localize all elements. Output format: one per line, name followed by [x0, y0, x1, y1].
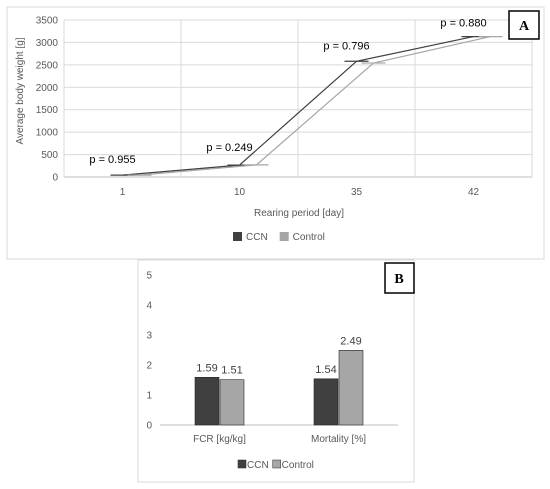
y-tick-label: 5: [146, 271, 152, 282]
data-label: 2.49: [340, 335, 361, 347]
legend-label-control: Control: [293, 232, 325, 243]
x-tick-label: Mortality [%]: [311, 434, 366, 445]
p-value-annotation: p = 0.955: [89, 154, 135, 166]
x-tick-label: 10: [234, 187, 246, 198]
panel-a-x-ticks: 1 10 35 42: [120, 187, 480, 198]
x-tick-label: 35: [351, 187, 363, 198]
panel-b-badge: [384, 262, 415, 294]
bar-ccn: [194, 376, 220, 426]
series-line-ccn: [122, 36, 474, 176]
y-tick-label: 1500: [36, 105, 59, 116]
y-tick-label: 2: [146, 361, 152, 372]
y-tick-label: 0: [52, 173, 58, 184]
y-tick-label: 3000: [36, 38, 59, 49]
panel-a-legend: CCN Control: [233, 232, 325, 243]
x-tick-label: 42: [468, 187, 480, 198]
legend-swatch-ccn: [233, 232, 242, 241]
legend-swatch-control: [272, 459, 281, 469]
x-tick-label: 1: [120, 187, 126, 198]
panel-a-y-ticks: 0 500 1000 1500 2000 2500 3000 3500: [36, 16, 59, 184]
panel-b-bars: 1.59 1.51 1.54 2.49: [194, 335, 364, 426]
panel-b-x-ticks: FCR [kg/kg] Mortality [%]: [193, 434, 366, 445]
y-tick-label: 2500: [36, 60, 59, 71]
legend-label-ccn: CCN: [246, 232, 268, 243]
panel-a-y-axis-label: Average body weight [g]: [15, 37, 26, 144]
data-label: 1.59: [196, 362, 217, 374]
panel-b-frame: [137, 259, 415, 483]
legend-swatch-ccn: [237, 459, 247, 469]
legend-swatch-control: [279, 232, 289, 241]
panel-b-legend: CCN Control: [237, 459, 314, 471]
legend-label-ccn: CCN: [247, 460, 269, 471]
x-tick-label: FCR [kg/kg]: [193, 434, 246, 445]
panel-a-badge-label: A: [519, 19, 530, 34]
series-line-control: [139, 36, 491, 176]
panel-a-annotations: p = 0.955 p = 0.249 p = 0.796 p = 0.880: [89, 18, 486, 167]
y-tick-label: 0: [146, 421, 152, 432]
bar-control: [338, 349, 364, 426]
y-tick-label: 2000: [36, 83, 59, 94]
bar-ccn: [313, 378, 339, 426]
y-tick-label: 4: [146, 301, 152, 312]
panel-a-badge: [508, 10, 540, 40]
y-tick-label: 1: [146, 391, 152, 402]
y-tick-label: 3: [146, 331, 152, 342]
y-tick-label: 1000: [36, 128, 59, 139]
data-label: 1.54: [315, 364, 336, 376]
bar-control: [219, 379, 245, 426]
panel-a-x-axis-label: Rearing period [day]: [254, 208, 344, 219]
panel-a-gridlines: [63, 19, 533, 178]
p-value-annotation: p = 0.249: [206, 142, 252, 154]
panel-a-lines: [110, 35, 503, 176]
y-tick-label: 3500: [36, 16, 59, 27]
y-tick-label: 500: [41, 150, 58, 161]
panel-b-badge-label: B: [394, 272, 403, 287]
legend-label-control: Control: [282, 460, 314, 471]
data-label: 1.51: [221, 365, 242, 377]
p-value-annotation: p = 0.796: [323, 40, 369, 52]
p-value-annotation: p = 0.880: [440, 18, 486, 30]
